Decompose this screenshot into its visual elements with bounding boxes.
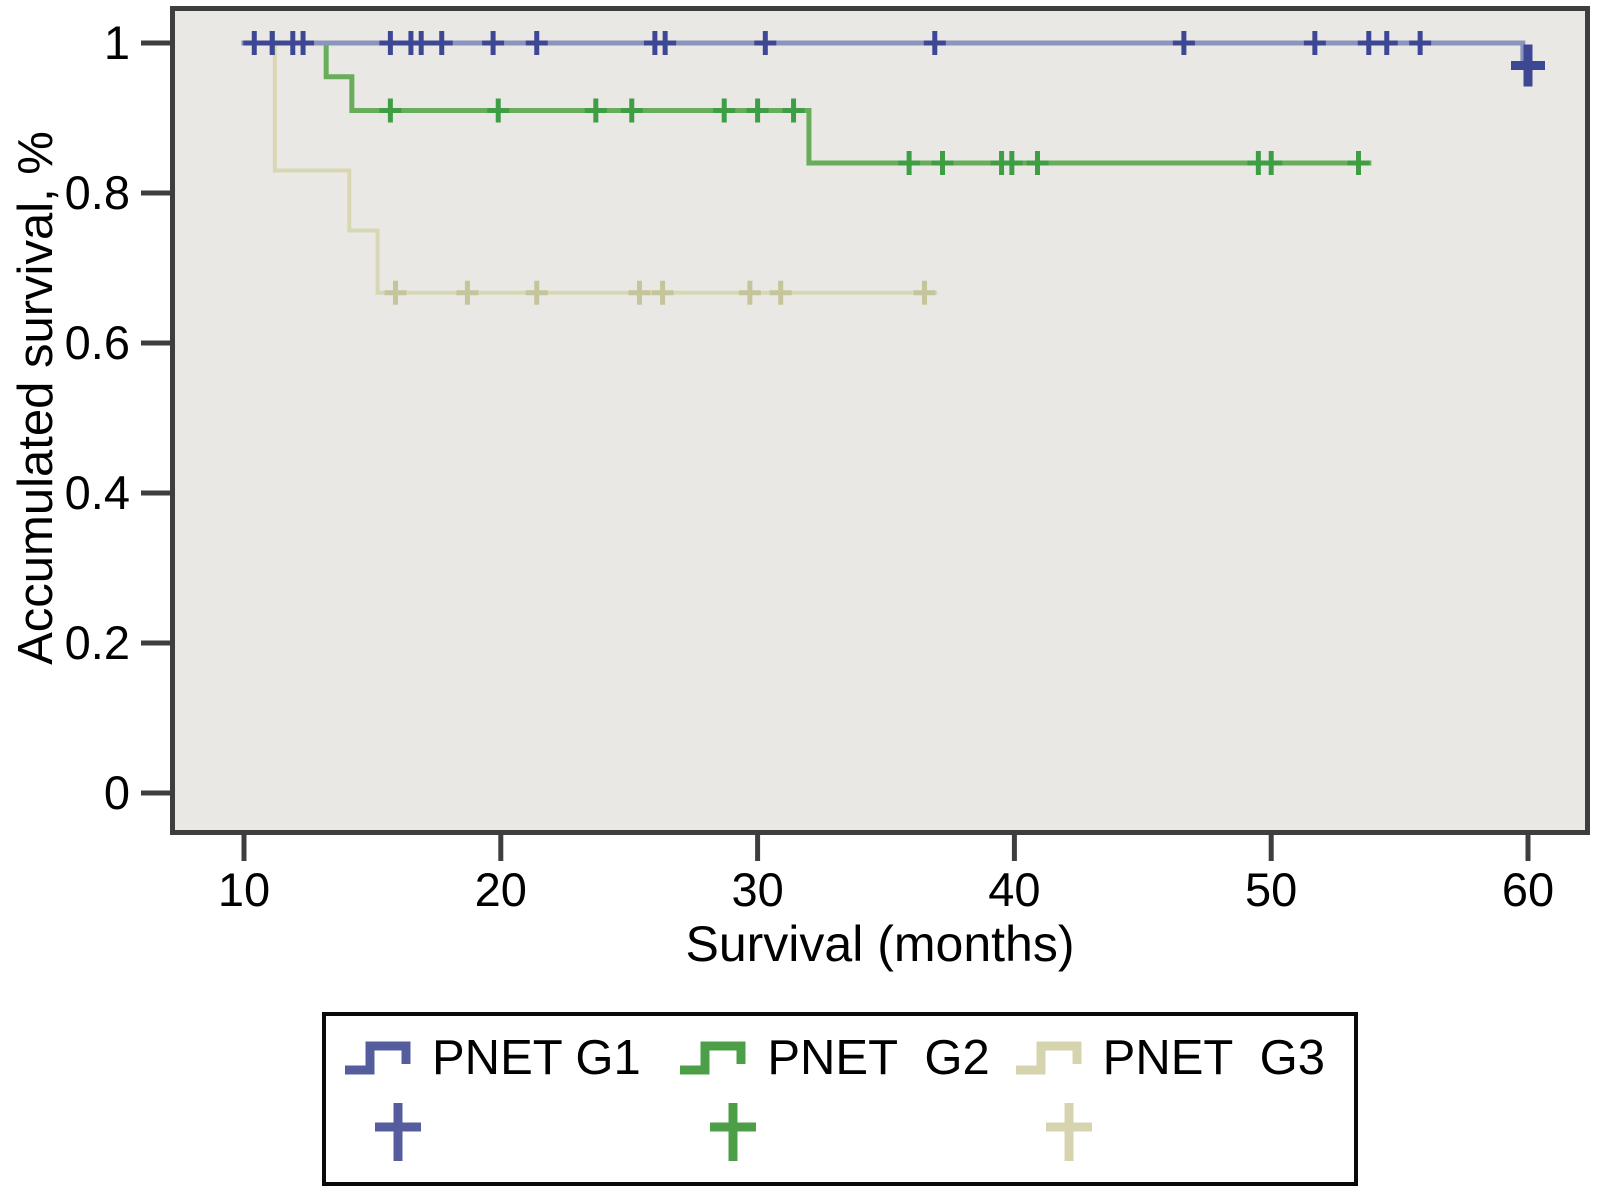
legend-censor-symbol: [340, 1100, 675, 1169]
step-line-icon: [345, 1041, 411, 1075]
y-tick-label: 0.8: [64, 166, 130, 219]
legend-item: PNET G2: [675, 1030, 1010, 1086]
legend-label: PNET G3: [1102, 1031, 1326, 1085]
step-line-icon: [1015, 1041, 1082, 1075]
legend-label: PNET G2: [767, 1031, 990, 1085]
legend-label: PNET G1: [432, 1031, 641, 1085]
step-line-icon: [680, 1041, 746, 1075]
x-tick-label: 30: [731, 863, 784, 916]
x-tick-label: 50: [1245, 863, 1298, 916]
y-tick-label: 0.4: [64, 466, 130, 519]
plus-icon: [710, 1102, 757, 1161]
x-tick-label: 40: [988, 863, 1041, 916]
legend-box: PNET G1 PNET G2 PNET G3: [322, 1012, 1358, 1186]
x-axis-title: Survival (months): [685, 916, 1075, 972]
legend-item: PNET G3: [1011, 1030, 1346, 1086]
legend-censor-symbol: [675, 1100, 1010, 1169]
y-tick-label: 0.6: [64, 316, 130, 369]
x-tick-label: 10: [217, 863, 271, 916]
x-tick-label: 20: [474, 863, 527, 916]
plot-area: [170, 6, 1590, 835]
legend-censor-symbol: [1011, 1100, 1346, 1169]
y-tick-label: 1: [103, 16, 130, 69]
plus-icon: [375, 1102, 421, 1161]
plus-icon: [1045, 1102, 1092, 1161]
y-tick-label: 0: [103, 766, 130, 819]
legend-item: PNET G1: [340, 1030, 675, 1086]
x-tick-label: 60: [1501, 863, 1555, 916]
y-tick-label: 0.2: [64, 616, 130, 669]
